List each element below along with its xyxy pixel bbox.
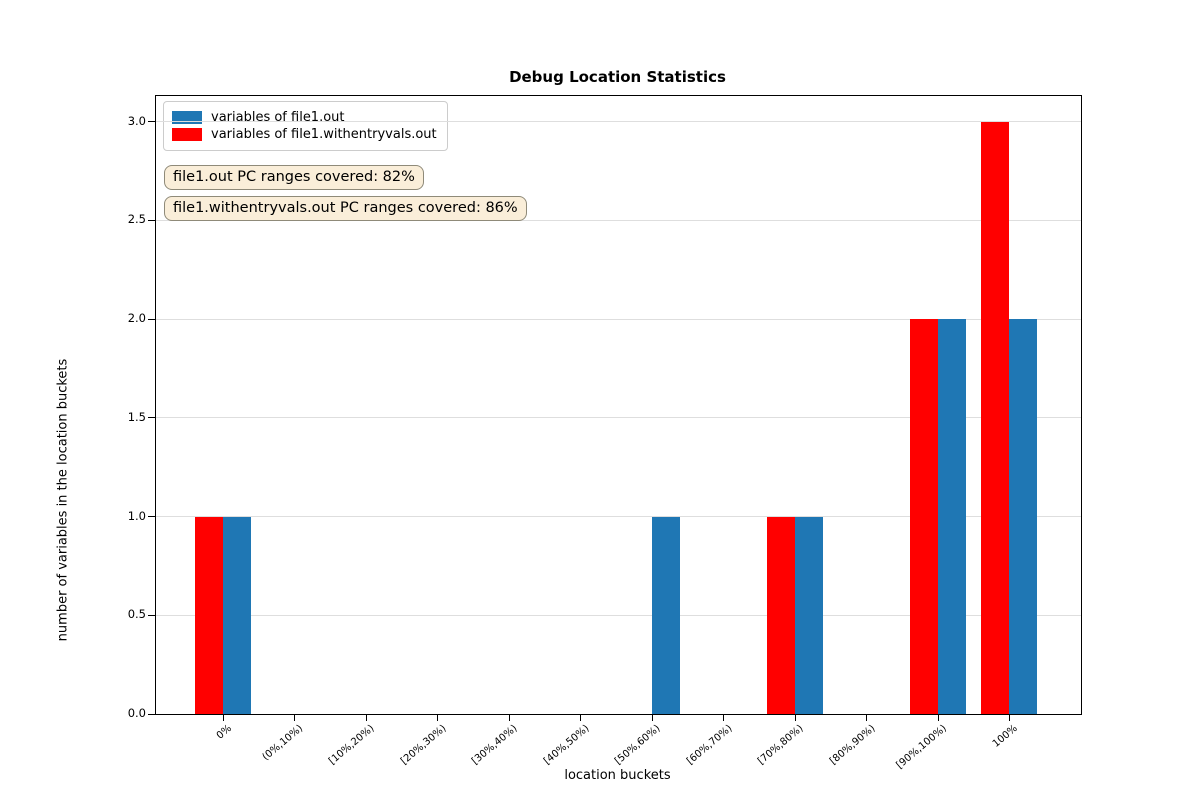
y-tick-mark	[148, 219, 156, 221]
x-tick-label: (0%,10%)	[260, 723, 306, 763]
y-tick-label: 2.5	[127, 212, 146, 227]
legend-swatch-icon	[172, 111, 202, 124]
legend: variables of file1.out variables of file1…	[163, 101, 448, 151]
bar-withentryvals	[766, 516, 795, 714]
y-tick-label: 3.0	[127, 113, 146, 128]
y-gridline	[156, 219, 1081, 221]
x-tick-label: [70%,80%)	[756, 723, 806, 768]
legend-swatch-icon	[172, 128, 202, 141]
x-tick-mark	[222, 714, 224, 721]
bar-file1	[651, 516, 680, 714]
x-tick-mark	[651, 714, 653, 721]
plot-area: variables of file1.out variables of file1…	[56, 95, 1082, 771]
bar-file1	[794, 516, 823, 714]
bar-file1	[1009, 319, 1037, 714]
x-tick-mark	[937, 714, 939, 721]
y-tick-mark	[148, 614, 156, 616]
y-tick-mark	[148, 516, 156, 518]
annotation-box: file1.out PC ranges covered: 82%	[164, 165, 424, 190]
y-tick-label: 2.0	[127, 311, 146, 326]
y-tick-label: 0.0	[127, 706, 146, 720]
x-tick-mark	[794, 714, 796, 721]
x-tick-label: [40%,50%)	[541, 723, 592, 768]
chart-title: Debug Location Statistics	[509, 68, 726, 86]
x-axis-label: location buckets	[564, 768, 671, 783]
x-tick-label: 0%	[214, 723, 234, 742]
y-tick-mark	[148, 417, 156, 419]
y-tick-label: 0.5	[127, 607, 146, 622]
x-tick-label: 100%	[991, 723, 1021, 750]
y-tick-label: 1.0	[127, 508, 146, 523]
x-tick-mark	[294, 714, 295, 721]
x-tick-mark	[580, 714, 581, 721]
x-tick-label: [10%,20%)	[327, 723, 377, 768]
x-tick-label: [50%,60%)	[613, 723, 663, 768]
bar-withentryvals	[981, 121, 1009, 714]
y-gridline	[156, 121, 1081, 123]
y-tick-mark	[148, 713, 156, 715]
x-tick-label: [20%,30%)	[398, 723, 449, 768]
x-tick-label: [80%,90%)	[827, 723, 878, 768]
x-tick-label: [60%,70%)	[684, 723, 735, 768]
legend-item: variables of file1.out	[172, 110, 437, 125]
bar-file1	[937, 319, 966, 714]
x-tick-mark	[437, 714, 438, 721]
x-tick-mark	[365, 714, 367, 721]
y-gridline	[156, 417, 1081, 419]
y-tick-mark	[148, 318, 156, 320]
y-gridline	[156, 614, 1081, 616]
x-tick-mark	[723, 714, 724, 721]
annotation-box: file1.withentryvals.out PC ranges covere…	[164, 196, 527, 221]
bar-file1	[222, 516, 251, 714]
legend-label: variables of file1.out	[211, 110, 345, 125]
y-axis-label: number of variables in the location buck…	[55, 358, 71, 642]
legend-label: variables of file1.withentryvals.out	[211, 127, 437, 142]
y-tick-label: 1.5	[127, 409, 146, 424]
bar-withentryvals	[909, 319, 938, 714]
legend-item: variables of file1.withentryvals.out	[172, 127, 437, 142]
x-tick-label: [90%,100%)	[894, 723, 949, 772]
x-tick-mark	[508, 714, 510, 721]
x-tick-label: [30%,40%)	[470, 723, 520, 768]
y-tick-mark	[148, 121, 156, 123]
x-tick-mark	[866, 714, 867, 721]
bar-withentryvals	[194, 516, 223, 714]
y-gridline	[156, 516, 1081, 518]
x-tick-mark	[1009, 714, 1010, 721]
y-gridline	[156, 318, 1081, 320]
